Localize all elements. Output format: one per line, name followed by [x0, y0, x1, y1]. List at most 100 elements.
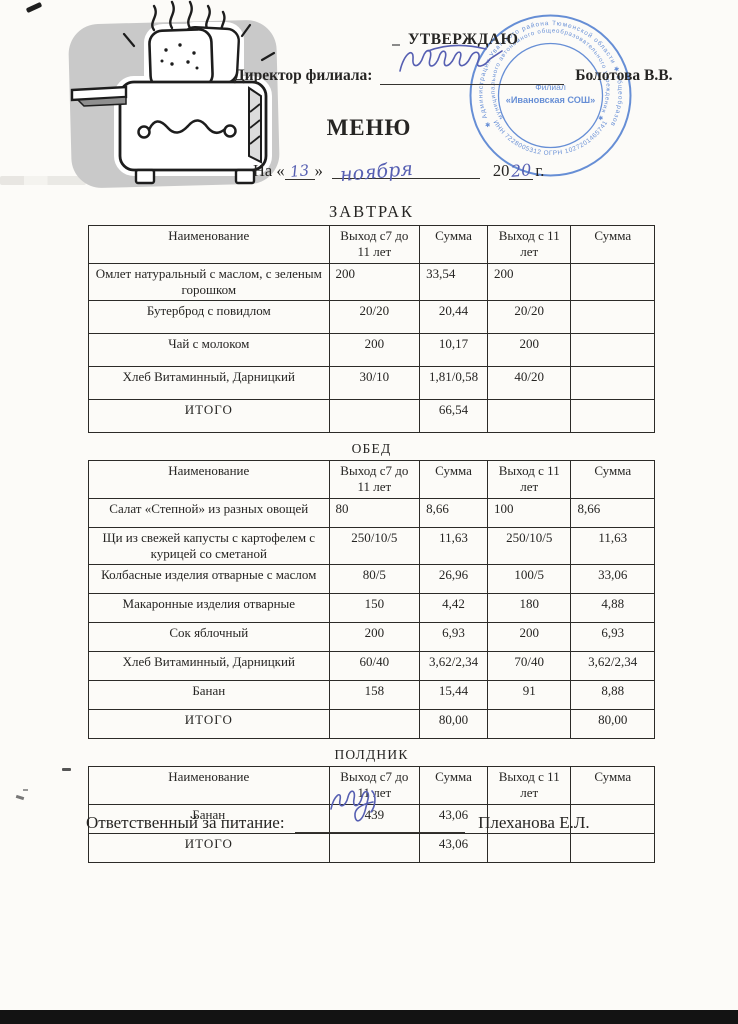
value-cell: 40/20 — [486, 366, 572, 400]
dish-name-cell: Щи из свежей капусты с картофелем с кури… — [88, 526, 330, 565]
menu-table: Наименование Выход с7 до 11 лет Сумма Выход… — [88, 460, 655, 739]
section-title: ОБЕД — [351, 441, 392, 456]
value-cell: 100/5 — [486, 564, 572, 594]
value-cell — [486, 832, 572, 863]
toaster-feet — [134, 168, 256, 185]
table-row: Банан 158 15,44 91 8,88 — [88, 680, 655, 710]
dish-name-cell: Бутерброд с повидлом — [88, 300, 330, 334]
column-header: Выход с 11 лет — [486, 766, 572, 805]
column-header: Наименование — [88, 225, 330, 264]
value-cell: 60/40 — [328, 651, 421, 681]
column-header: Выход с7 до 11 лет — [328, 225, 421, 264]
column-header: Сумма — [570, 460, 655, 499]
table-row: Банан 439 43,06 — [88, 803, 655, 834]
value-cell: 8,88 — [570, 680, 655, 710]
scan-artifact — [15, 794, 25, 801]
column-header: Наименование — [88, 460, 330, 499]
date-prefix: На « — [253, 161, 285, 180]
toaster-lever — [70, 85, 128, 107]
value-cell: 8,66 — [570, 497, 655, 528]
dish-name-cell: ИТОГО — [88, 399, 330, 433]
date-close-quote: » — [314, 161, 323, 180]
date-year-printed: 20 — [492, 161, 510, 180]
column-header: Выход с 11 лет — [486, 460, 572, 499]
value-cell: 70/40 — [486, 651, 572, 681]
value-cell: 4,42 — [419, 593, 488, 623]
approve-label: УТВЕРЖДАЮ — [408, 31, 519, 48]
value-cell: 6,93 — [570, 622, 655, 652]
value-cell: 80/5 — [328, 564, 421, 594]
dish-name-cell: Макаронные изделия отварные — [88, 593, 330, 623]
value-cell: 200 — [486, 262, 572, 301]
wave-decoration — [137, 119, 237, 139]
total-row: ИТОГО 43,06 — [88, 832, 655, 863]
dish-name-cell: Хлеб Витаминный, Дарницкий — [88, 366, 330, 400]
section-title: ПОЛДНИК — [334, 747, 409, 762]
table-row: Омлет натуральный с маслом, с зеленым го… — [88, 262, 655, 301]
value-cell: 200 — [486, 622, 572, 652]
director-label: Директор филиала: — [234, 67, 373, 84]
value-cell — [570, 399, 655, 433]
toaster-body — [70, 80, 268, 185]
menu-sections: ЗАВТРАК Наименование Выход с7 до 11 лет Сум… — [88, 202, 655, 863]
value-cell: 15,44 — [419, 680, 488, 710]
value-cell: 20/20 — [486, 300, 572, 334]
column-header: Сумма — [419, 460, 488, 499]
scan-artifact — [0, 176, 86, 185]
date-month-blank: ноября — [331, 158, 480, 186]
value-cell: 439 — [328, 803, 421, 834]
value-cell: 11,63 — [570, 526, 655, 565]
value-cell: 80,00 — [570, 709, 655, 739]
value-cell: 30/10 — [328, 366, 421, 400]
date-suffix: г. — [535, 161, 545, 180]
dish-name-cell: Сок яблочный — [88, 622, 330, 652]
value-cell — [486, 709, 572, 739]
page-title: МЕНЮ — [326, 115, 412, 140]
director-line: Директор филиала: Болотова В.В. — [234, 44, 673, 85]
section-title: ЗАВТРАК — [328, 202, 415, 221]
value-cell: 80,00 — [419, 709, 488, 739]
column-header: Выход с7 до 11 лет — [328, 460, 421, 499]
value-cell: 3,62/2,34 — [419, 651, 488, 681]
value-cell: 8,66 — [419, 497, 488, 528]
value-cell: 158 — [328, 680, 421, 710]
value-cell: 33,06 — [570, 564, 655, 594]
value-cell: 66,54 — [419, 399, 488, 433]
stamp-center-line1: Филиал — [535, 82, 566, 92]
scan-artifact — [392, 44, 400, 46]
total-row: ИТОГО 66,54 — [88, 399, 655, 433]
handwritten-year: 20 — [510, 160, 533, 181]
scan-artifact — [25, 1, 43, 14]
scan-artifact — [62, 768, 71, 771]
director-name: Болотова В.В. — [575, 67, 673, 84]
dish-name-cell: Чай с молоком — [88, 333, 330, 367]
school-stamp: ✱ Администрация Уватского района Тюменск… — [463, 8, 632, 177]
column-header: Сумма — [570, 766, 655, 805]
dish-name-cell: Колбасные изделия отварные с маслом — [88, 564, 330, 594]
value-cell — [486, 399, 572, 433]
column-header: Сумма — [419, 766, 488, 805]
dish-name-cell: ИТОГО — [88, 709, 330, 739]
dish-name-cell: Салат «Степной» из разных овощей — [88, 497, 330, 528]
table-row: Щи из свежей капусты с картофелем с кури… — [88, 526, 655, 565]
value-cell: 1,81/0,58 — [419, 366, 488, 400]
header-row: Наименование Выход с7 до 11 лет Сумма Выход… — [88, 766, 655, 805]
column-header: Сумма — [570, 225, 655, 264]
value-cell: 200 — [486, 333, 572, 367]
value-cell: 100 — [486, 497, 572, 528]
dish-name-cell: ИТОГО — [88, 832, 330, 863]
value-cell — [570, 262, 655, 301]
value-cell: 200 — [328, 622, 421, 652]
date-year-blank: 20 — [509, 160, 534, 181]
value-cell: 20,44 — [419, 300, 488, 334]
value-cell: 43,06 — [419, 832, 488, 863]
scan-artifact — [23, 789, 28, 791]
value-cell: 80 — [328, 497, 421, 528]
director-signature-line — [380, 44, 565, 85]
dish-name-cell: Хлеб Витаминный, Дарницкий — [88, 651, 330, 681]
value-cell: 200 — [328, 333, 421, 367]
footer-line: Ответственный за питание: Плеханова Е.Л. — [86, 790, 590, 833]
value-cell: 180 — [486, 593, 572, 623]
column-header: Сумма — [419, 225, 488, 264]
